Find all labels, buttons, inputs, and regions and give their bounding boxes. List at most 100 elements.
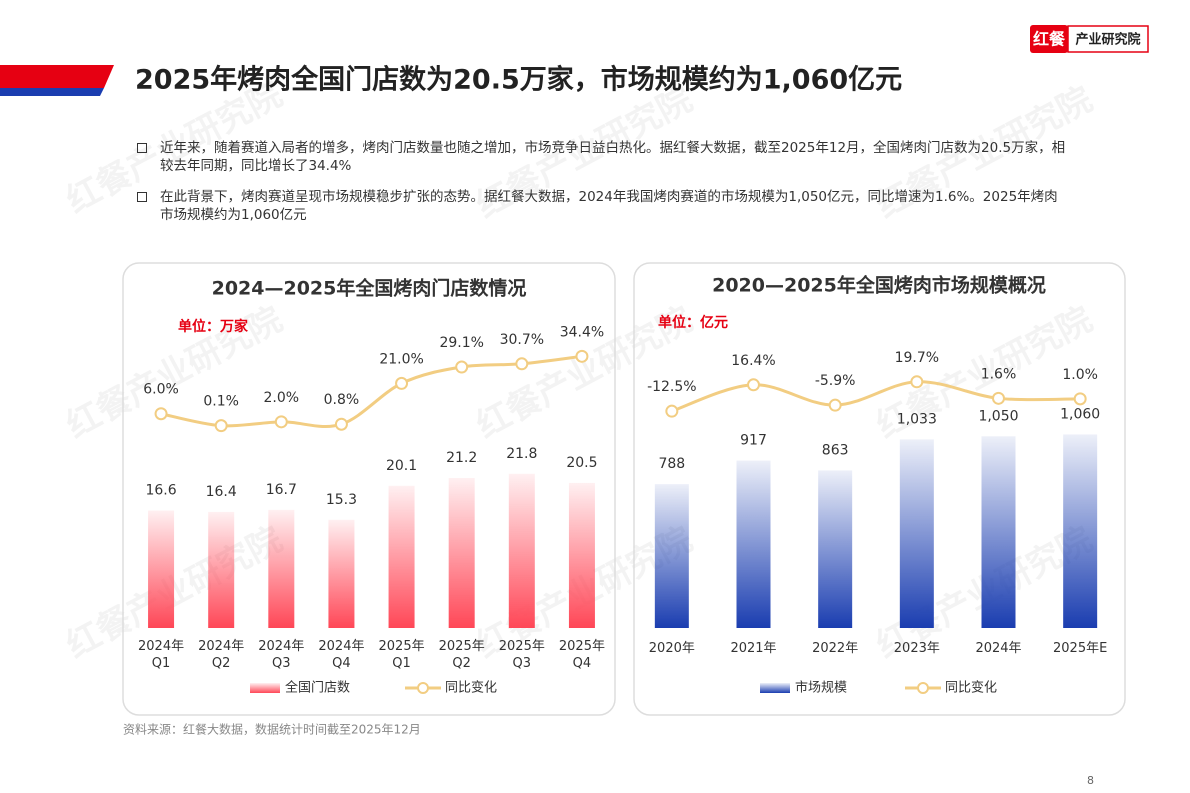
bar <box>448 478 475 628</box>
logo-institute: 产业研究院 <box>1075 32 1140 48</box>
x-tick-label: 2025年E <box>1053 641 1108 656</box>
x-tick-label: 2025年 Q3 <box>498 639 545 671</box>
data-label: 16.7 <box>266 482 297 498</box>
line-point <box>1073 392 1087 406</box>
x-tick-label: 2024年 <box>975 641 1022 656</box>
line-point <box>515 357 529 371</box>
data-label: 20.1 <box>386 458 417 474</box>
source: 资料来源：红餐大数据，数据统计时间截至2025年12月 <box>123 722 421 737</box>
data-label: 917 <box>740 433 767 449</box>
data-label: 29.1% <box>439 335 483 351</box>
x-tick-label: 2024年 Q1 <box>138 639 185 671</box>
bar <box>508 473 535 628</box>
data-label: 21.8 <box>506 446 537 462</box>
bar <box>981 436 1016 628</box>
line-point <box>747 378 760 392</box>
chart-panel <box>633 262 1126 716</box>
legend-swatch <box>917 682 929 694</box>
bar <box>654 484 689 628</box>
logo-brand: 红餐 <box>1033 30 1066 49</box>
line-point <box>274 415 288 429</box>
x-tick-label: 2022年 <box>812 641 859 656</box>
data-label: 16.6 <box>145 483 176 499</box>
line-point <box>154 407 168 421</box>
line-point <box>665 404 679 418</box>
x-tick-label: 2025年 Q4 <box>558 639 605 671</box>
line-point <box>575 349 589 363</box>
data-label: 34.4% <box>560 324 604 340</box>
data-label: 1.0% <box>1062 367 1098 383</box>
logo-frame <box>1067 25 1149 53</box>
data-label: 0.1% <box>203 394 239 410</box>
x-tick-label: 2025年 Q1 <box>378 639 425 671</box>
bar <box>568 482 595 628</box>
line-point <box>910 375 924 389</box>
logo-box <box>1030 25 1068 53</box>
data-label: 0.8% <box>324 392 360 408</box>
x-tick-label: 2020年 <box>648 641 695 656</box>
bullet-icon <box>137 143 147 153</box>
legend-label: 同比变化 <box>445 680 497 696</box>
legend-label: 全国门店数 <box>285 680 350 696</box>
data-label: 20.5 <box>566 455 597 471</box>
data-label: 21.2 <box>446 450 477 466</box>
x-tick-label: 2025年 Q2 <box>438 639 485 671</box>
bar <box>899 439 934 628</box>
bar <box>736 460 771 628</box>
legend-swatch <box>250 683 280 693</box>
x-tick-label: 2021年 <box>730 641 777 656</box>
page-number: 8 <box>1087 774 1094 787</box>
data-label: 1,060 <box>1060 406 1100 422</box>
x-tick-label: 2024年 Q3 <box>258 639 305 671</box>
data-label: 16.4% <box>731 353 775 369</box>
bullet-text: 近年来，随着赛道入局者的增多，烤肉门店数量也随之增加，市场竞争日益白热化。据红餐… <box>160 140 1066 174</box>
line-point <box>395 376 409 390</box>
line-point <box>992 391 1005 405</box>
line-point <box>334 417 348 431</box>
line <box>671 380 1081 413</box>
data-label: 19.7% <box>895 350 939 366</box>
chart-title: 2020—2025年全国烤肉市场规模概况 <box>712 274 1046 297</box>
chart-panel <box>122 262 616 716</box>
x-tick-label: 2024年 Q2 <box>198 639 245 671</box>
data-label: -5.9% <box>815 373 856 389</box>
line-point <box>455 360 469 374</box>
line-point <box>214 419 228 433</box>
bar <box>208 511 235 628</box>
data-label: 1,050 <box>978 408 1018 424</box>
bar <box>1063 434 1098 628</box>
unit-label: 单位：万家 <box>178 318 249 335</box>
data-label: 15.3 <box>326 492 357 508</box>
bar <box>148 510 175 628</box>
x-tick-label: 2024年 Q4 <box>318 639 365 671</box>
legend-label: 市场规模 <box>795 680 847 696</box>
data-label: 2.0% <box>264 390 300 406</box>
data-label: 1,033 <box>897 411 937 427</box>
line-point <box>828 398 842 412</box>
legend-label: 同比变化 <box>945 680 997 696</box>
unit-label: 单位：亿元 <box>658 314 728 331</box>
bar <box>268 509 295 628</box>
chart-title: 2024—2025年全国烤肉门店数情况 <box>212 277 527 300</box>
bullet-icon <box>137 192 147 202</box>
legend-swatch <box>417 682 429 694</box>
data-label: 16.4 <box>206 484 237 500</box>
data-label: 863 <box>822 442 849 458</box>
page-title: 2025年烤肉全国门店数为20.5万家，市场规模约为1,060亿元 <box>135 64 902 96</box>
data-label: 788 <box>658 456 685 472</box>
data-label: 21.0% <box>379 351 423 367</box>
data-label: 1.6% <box>981 366 1017 382</box>
legend-swatch <box>760 683 790 693</box>
bar <box>388 485 415 628</box>
data-label: 6.0% <box>143 382 179 398</box>
bar <box>818 470 853 628</box>
bar <box>328 519 355 628</box>
title-band-blue <box>0 88 104 96</box>
bullet-text: 在此背景下，烤肉赛道呈现市场规模稳步扩张的态势。据红餐大数据，2024年我国烤肉… <box>160 189 1058 223</box>
x-tick-label: 2023年 <box>893 641 940 656</box>
data-label: -12.5% <box>647 379 697 395</box>
title-band <box>0 65 114 88</box>
data-label: 30.7% <box>500 332 544 348</box>
